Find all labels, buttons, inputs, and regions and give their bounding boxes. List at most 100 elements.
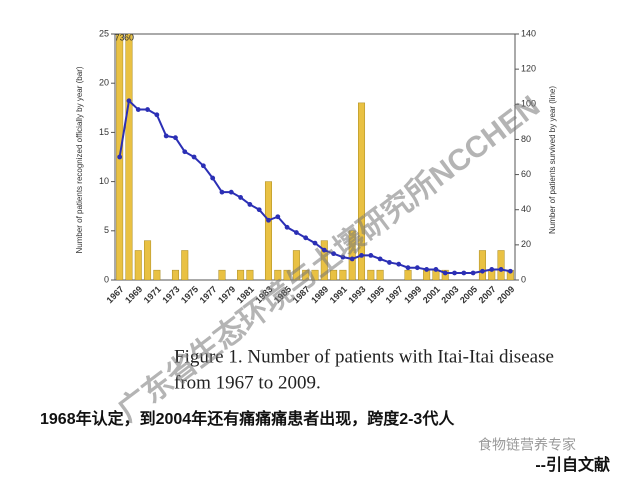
- x-tick-label: 1993: [346, 284, 367, 305]
- y-tick-label: 25: [99, 28, 109, 38]
- x-tick-label: 1967: [105, 284, 126, 305]
- line-point: [154, 112, 160, 118]
- data-label: 73: [115, 32, 125, 42]
- line-point: [266, 217, 271, 223]
- y2-tick-label: 20: [521, 239, 531, 249]
- y-tick-label: 5: [104, 225, 109, 235]
- bar: [237, 269, 245, 280]
- x-tick-label: 1991: [328, 284, 349, 305]
- bar: [218, 269, 226, 280]
- note: 1968年认定，到2004年还有痛痛痛患者出现，跨度2-3代人: [40, 409, 455, 428]
- y-axis-title: Number of patients recognized officially…: [75, 66, 84, 253]
- line-point: [424, 267, 430, 272]
- line-point: [200, 163, 206, 169]
- bar: [264, 181, 272, 280]
- caption-line: from 1967 to 2009.: [174, 372, 321, 393]
- bar: [404, 269, 412, 280]
- line-point: [145, 107, 150, 112]
- y2-tick-label: 0: [521, 274, 526, 284]
- bar: [497, 250, 505, 280]
- line-point: [442, 270, 448, 276]
- line-point: [377, 256, 383, 262]
- line-point: [507, 268, 513, 274]
- bar: [311, 269, 319, 280]
- bar: [171, 269, 179, 280]
- x-tick-label: 2003: [439, 284, 460, 305]
- line-point: [321, 247, 327, 253]
- x-tick-label: 2009: [495, 284, 516, 305]
- bar: [330, 269, 338, 280]
- line-point: [331, 251, 337, 257]
- line-point: [414, 265, 420, 271]
- bar: [153, 269, 161, 280]
- x-tick-label: 1977: [198, 284, 219, 305]
- y-tick-label: 15: [99, 127, 109, 137]
- x-tick-label: 1975: [179, 284, 200, 305]
- line-point: [489, 267, 495, 272]
- line-point: [387, 260, 392, 265]
- line-point: [303, 235, 309, 241]
- line-point: [312, 240, 318, 246]
- x-tick-label: 2001: [421, 284, 442, 305]
- x-tick-label: 1997: [384, 284, 405, 305]
- caption-line: Figure 1. Number of patients with Itai-I…: [174, 346, 554, 367]
- line-point: [433, 267, 439, 272]
- bar: [274, 269, 282, 280]
- y2-tick-label: 120: [521, 64, 536, 74]
- y2-tick-label: 80: [521, 134, 531, 144]
- line-point: [228, 189, 234, 195]
- line-point: [256, 207, 262, 213]
- y-tick-label: 20: [99, 78, 109, 88]
- bar: [367, 269, 375, 280]
- line-point: [480, 268, 485, 274]
- bar: [320, 240, 328, 280]
- line-point: [293, 230, 299, 235]
- y2-tick-label: 60: [521, 169, 531, 179]
- x-tick-label: 2007: [477, 284, 498, 305]
- x-tick-label: 1995: [365, 284, 386, 305]
- line-point: [396, 261, 402, 267]
- bar: [283, 269, 291, 280]
- line-point: [210, 175, 216, 181]
- x-tick-label: 1979: [216, 284, 237, 305]
- y2-axis-title: Number of patients survived by year (lin…: [548, 86, 557, 234]
- y2-tick-label: 40: [521, 204, 531, 214]
- y2-tick-label: 140: [521, 28, 536, 38]
- bar: [181, 250, 189, 280]
- y-tick-label: 0: [104, 274, 109, 284]
- source: --引自文献: [535, 455, 610, 474]
- line-point: [126, 98, 132, 104]
- x-tick-label: 1973: [160, 284, 181, 305]
- bar: [144, 240, 152, 280]
- line-point: [368, 253, 374, 258]
- line-point: [340, 254, 346, 260]
- line-point: [163, 133, 169, 139]
- x-tick-label: 1999: [402, 284, 423, 305]
- y-tick-label: 10: [99, 176, 109, 186]
- line-point: [498, 267, 504, 272]
- x-tick-label: 1971: [142, 284, 163, 305]
- line-point: [135, 107, 141, 112]
- bar: [302, 269, 310, 280]
- line-point: [452, 270, 457, 276]
- line-point: [359, 253, 364, 258]
- bar: [376, 269, 384, 280]
- bar: [246, 269, 254, 280]
- data-label: 60: [124, 32, 134, 42]
- line-point: [349, 256, 355, 262]
- x-tick-label: 2005: [458, 284, 479, 305]
- line-point: [219, 189, 225, 195]
- bar: [348, 230, 356, 280]
- bar: [339, 269, 347, 280]
- line-point: [191, 154, 197, 160]
- line-point: [470, 270, 476, 276]
- line-point: [173, 135, 178, 141]
- logo: 食物链营养专家: [478, 437, 576, 453]
- line-point: [405, 265, 411, 271]
- line-point: [117, 154, 123, 160]
- line-point: [461, 270, 467, 276]
- x-tick-label: 1969: [123, 284, 144, 305]
- bar: [134, 250, 142, 280]
- bar: [478, 250, 486, 280]
- line-point: [238, 195, 243, 200]
